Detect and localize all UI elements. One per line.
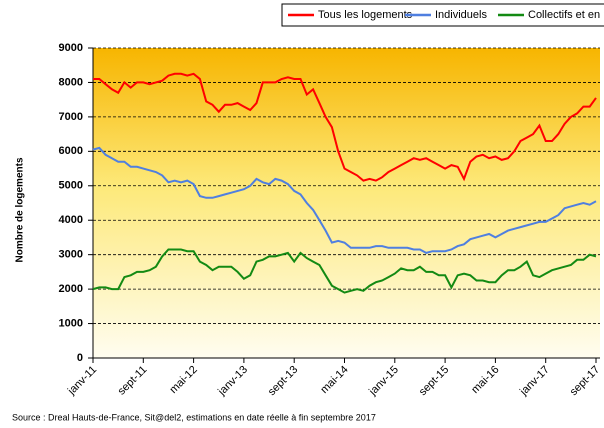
- x-tick-label: mai-14: [318, 364, 350, 396]
- y-tick-label: 5000: [59, 180, 83, 192]
- x-tick-label: janv-11: [65, 364, 99, 398]
- x-tick-label: sept-17: [568, 364, 602, 398]
- x-tick-label: sept-11: [116, 364, 150, 398]
- x-tick-label: sept-13: [266, 364, 300, 398]
- x-tick-label: janv-17: [517, 364, 552, 399]
- legend-label: Collectifs et en résidence: [528, 9, 604, 21]
- legend-label: Tous les logements: [318, 9, 413, 21]
- y-tick-label: 3000: [59, 249, 83, 261]
- y-tick-label: 1000: [59, 317, 83, 329]
- series-line: [92, 146, 597, 254]
- y-tick-label: 6000: [59, 145, 83, 157]
- legend-box: [281, 3, 604, 27]
- x-tick-label: mai-12: [168, 364, 200, 396]
- series-line: [92, 248, 597, 294]
- y-axis-label: Nombre de logements: [15, 157, 26, 262]
- source-note: Source : Dreal Hauts-de-France, Sit@del2…: [12, 412, 376, 422]
- y-tick-label: 2000: [59, 283, 83, 295]
- x-tick-label: mai-16: [469, 364, 501, 396]
- x-tick-label: janv-15: [366, 364, 401, 399]
- y-tick-label: 7000: [59, 111, 83, 123]
- y-tick-label: 0: [77, 352, 83, 364]
- plot-area: [93, 48, 600, 358]
- x-tick-label: sept-15: [417, 364, 451, 398]
- y-tick-label: 9000: [59, 42, 83, 54]
- legend-label: Individuels: [435, 9, 487, 21]
- y-tick-label: 4000: [59, 214, 83, 226]
- series-line: [93, 72, 597, 182]
- x-tick-label: janv-13: [215, 364, 250, 399]
- y-tick-label: 8000: [59, 76, 83, 88]
